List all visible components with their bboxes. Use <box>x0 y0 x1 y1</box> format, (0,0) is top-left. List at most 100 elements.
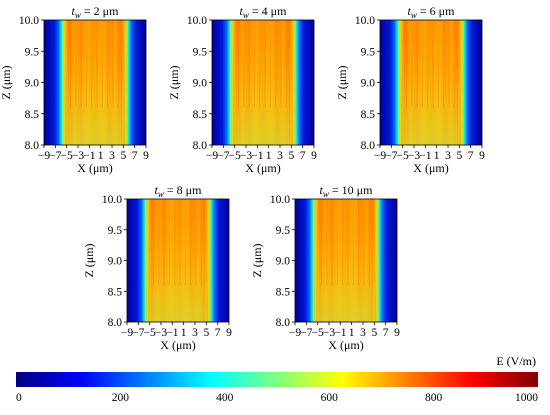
x-tick-label: 1 <box>434 150 440 162</box>
colorbar-label: E (V/m) <box>496 354 536 368</box>
x-tick-label: −3 <box>323 327 335 339</box>
x-tick-label: −7 <box>300 327 312 339</box>
x-tick-label: −7 <box>49 150 61 162</box>
x-tick-label: −7 <box>385 150 397 162</box>
x-tick-label: 7 <box>132 150 138 162</box>
x-tick-label: 9 <box>143 150 149 162</box>
title-value: = 4 μm <box>249 4 287 18</box>
y-tick-label: 8.0 <box>193 140 208 152</box>
x-tick-label: −3 <box>72 150 84 162</box>
title-variable: t <box>408 4 412 18</box>
x-tick-label: −5 <box>312 327 324 339</box>
x-tick-label: −7 <box>217 150 229 162</box>
title-value: = 8 μm <box>164 183 202 197</box>
x-tick-label: 3 <box>109 150 115 162</box>
y-tick-label: 8.5 <box>361 109 376 121</box>
y-axis-label: Z (μm) <box>0 65 13 99</box>
colorbar-tick-label: 800 <box>425 392 443 404</box>
y-tick-label: 8.0 <box>25 140 40 152</box>
y-tick-label: 9.0 <box>276 256 291 268</box>
y-tick-label: 8.5 <box>25 109 40 121</box>
colorbar-tick-label: 400 <box>216 392 234 404</box>
x-axis-label: X (μm) <box>160 338 195 352</box>
x-tick-label: −3 <box>408 150 420 162</box>
panel-title: tw = 2 μm <box>72 4 120 20</box>
y-tick-label: 10.0 <box>102 194 122 206</box>
y-tick-label: 9.0 <box>25 78 40 90</box>
x-tick-label: 3 <box>277 150 283 162</box>
title-subscript: w <box>411 10 417 20</box>
x-tick-label: −5 <box>397 150 409 162</box>
x-tick-label: −1 <box>251 150 263 162</box>
x-tick-label: 1 <box>98 150 104 162</box>
panel-title: tw = 4 μm <box>240 4 288 20</box>
y-tick-label: 10.0 <box>19 15 39 27</box>
title-subscript: w <box>323 189 329 199</box>
heatmap-panel-5: tw = 10 μm −9 −7 −5 −3 −1 1 3 5 7 9 8.0 8.5 9.0 9.5 10.… <box>250 183 400 352</box>
y-tick-label: 9.0 <box>108 256 123 268</box>
x-tick-label: 7 <box>468 150 474 162</box>
x-tick-label: 7 <box>300 150 306 162</box>
field-map-core <box>66 20 124 145</box>
colorbar-tick-label: 600 <box>321 392 339 404</box>
x-tick-label: −1 <box>166 327 178 339</box>
x-tick-label: −3 <box>240 150 252 162</box>
x-tick-label: 5 <box>371 327 377 339</box>
x-tick-label: −5 <box>144 327 156 339</box>
panel-title: tw = 10 μm <box>320 183 374 199</box>
field-map-core <box>149 199 207 322</box>
x-tick-label: −9 <box>289 327 301 339</box>
y-tick-label: 10.0 <box>355 15 375 27</box>
x-tick-label: 3 <box>192 327 198 339</box>
y-tick-label: 8.5 <box>276 286 291 298</box>
x-tick-label: 1 <box>181 327 187 339</box>
x-tick-label: 5 <box>456 150 462 162</box>
x-axis-label: X (μm) <box>77 161 112 175</box>
heatmap-panel-2: tw = 4 μm −9 −7 −5 −3 −1 1 3 5 7 9 8.0 8.5 9.0 9.5 10.0… <box>167 4 317 175</box>
x-tick-label: 7 <box>383 327 389 339</box>
x-tick-label: −9 <box>38 150 50 162</box>
colorbar: E (V/m) 0 200 400 600 800 1000 <box>16 354 538 404</box>
title-variable: t <box>155 183 159 197</box>
colorbar-tick-label: 0 <box>16 392 22 404</box>
x-tick-label: −5 <box>61 150 73 162</box>
colorbar-tick-label: 200 <box>112 392 130 404</box>
y-axis-label: Z (μm) <box>167 65 181 99</box>
y-tick-label: 8.5 <box>108 286 123 298</box>
colorbar-tick-label: 1000 <box>515 392 538 404</box>
y-tick-label: 9.0 <box>193 78 208 90</box>
y-axis-label: Z (μm) <box>250 243 264 277</box>
x-tick-label: −7 <box>132 327 144 339</box>
y-tick-label: 10.0 <box>187 15 207 27</box>
x-tick-label: 9 <box>479 150 485 162</box>
y-tick-label: 9.5 <box>193 46 208 58</box>
x-tick-label: 9 <box>226 327 232 339</box>
field-map-core <box>234 20 292 145</box>
title-subscript: w <box>158 189 164 199</box>
x-tick-label: 5 <box>120 150 126 162</box>
x-tick-label: −9 <box>121 327 133 339</box>
heatmap-panel-4: tw = 8 μm −9 −7 −5 −3 −1 1 3 5 7 9 8.0 8.5 9.0 9.5 10.0… <box>82 183 232 352</box>
title-value: = 6 μm <box>417 4 455 18</box>
x-tick-label: 5 <box>203 327 209 339</box>
x-tick-label: −1 <box>334 327 346 339</box>
y-tick-label: 8.0 <box>108 317 123 329</box>
panel-title: tw = 8 μm <box>155 183 203 199</box>
title-variable: t <box>240 4 244 18</box>
x-tick-label: 3 <box>360 327 366 339</box>
title-variable: t <box>72 4 76 18</box>
x-tick-label: −1 <box>83 150 95 162</box>
x-tick-label: 7 <box>215 327 221 339</box>
y-tick-label: 10.0 <box>270 194 290 206</box>
y-tick-label: 9.5 <box>25 46 40 58</box>
title-value: = 2 μm <box>81 4 119 18</box>
y-axis-label: Z (μm) <box>82 243 96 277</box>
y-tick-label: 8.0 <box>361 140 376 152</box>
colorbar-gradient <box>16 372 538 387</box>
x-tick-label: 1 <box>266 150 272 162</box>
field-map-core <box>317 199 375 322</box>
field-map-core <box>402 20 460 145</box>
x-tick-label: −1 <box>419 150 431 162</box>
y-tick-label: 9.0 <box>361 78 376 90</box>
